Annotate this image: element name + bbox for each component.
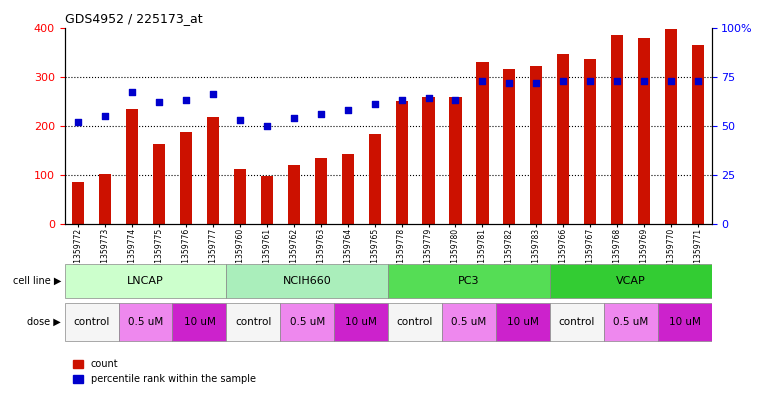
Text: NCIH660: NCIH660: [283, 276, 332, 286]
Point: [126, 89, 139, 95]
Point: [450, 97, 462, 103]
Bar: [207, 117, 219, 224]
Text: 10 uM: 10 uM: [183, 317, 215, 327]
Point: [557, 77, 569, 84]
Bar: [584, 59, 597, 224]
Point: [530, 79, 543, 86]
Point: [476, 77, 489, 84]
Bar: [396, 101, 408, 224]
Bar: [227, 264, 388, 298]
Bar: [126, 108, 139, 224]
Bar: [234, 169, 246, 224]
Bar: [476, 62, 489, 224]
Text: control: control: [235, 317, 272, 327]
Point: [503, 79, 515, 86]
Text: 0.5 uM: 0.5 uM: [451, 317, 486, 327]
Bar: [450, 97, 462, 224]
Text: 0.5 uM: 0.5 uM: [128, 317, 163, 327]
Bar: [314, 158, 326, 224]
Bar: [72, 182, 84, 224]
Text: 10 uM: 10 uM: [669, 317, 701, 327]
Bar: [342, 154, 354, 224]
Point: [153, 99, 165, 105]
Text: 0.5 uM: 0.5 uM: [290, 317, 325, 327]
Text: 10 uM: 10 uM: [345, 317, 377, 327]
Bar: [550, 303, 603, 341]
Text: 10 uM: 10 uM: [507, 317, 539, 327]
Point: [396, 97, 408, 103]
Text: control: control: [397, 317, 433, 327]
Text: control: control: [74, 317, 110, 327]
Bar: [227, 303, 280, 341]
Bar: [261, 176, 273, 224]
Point: [665, 77, 677, 84]
Text: PC3: PC3: [458, 276, 479, 286]
Bar: [334, 303, 388, 341]
Bar: [530, 66, 543, 224]
Point: [99, 113, 111, 119]
Bar: [442, 303, 496, 341]
Bar: [65, 303, 119, 341]
Bar: [503, 69, 515, 224]
Bar: [557, 53, 569, 224]
Text: VCAP: VCAP: [616, 276, 645, 286]
Bar: [496, 303, 550, 341]
Point: [207, 91, 219, 97]
Point: [261, 123, 273, 129]
Text: GDS4952 / 225173_at: GDS4952 / 225173_at: [65, 12, 202, 25]
Bar: [550, 264, 712, 298]
Bar: [99, 174, 111, 224]
Point: [638, 77, 650, 84]
Point: [584, 77, 597, 84]
Bar: [173, 303, 227, 341]
Bar: [280, 303, 334, 341]
Point: [180, 97, 192, 103]
Point: [611, 77, 623, 84]
Bar: [119, 303, 173, 341]
Bar: [611, 35, 623, 224]
Bar: [422, 97, 435, 224]
Bar: [658, 303, 712, 341]
Point: [288, 115, 300, 121]
Text: control: control: [559, 317, 595, 327]
Point: [314, 111, 326, 117]
Bar: [388, 264, 550, 298]
Legend: count, percentile rank within the sample: count, percentile rank within the sample: [69, 356, 260, 388]
Text: LNCAP: LNCAP: [127, 276, 164, 286]
Point: [234, 117, 246, 123]
Bar: [638, 39, 650, 224]
Bar: [692, 45, 704, 224]
Point: [368, 101, 380, 107]
Bar: [603, 303, 658, 341]
Point: [72, 119, 84, 125]
Text: dose ▶: dose ▶: [27, 317, 61, 327]
Bar: [65, 264, 227, 298]
Text: 0.5 uM: 0.5 uM: [613, 317, 648, 327]
Bar: [180, 132, 192, 224]
Point: [342, 107, 354, 113]
Bar: [665, 29, 677, 224]
Text: cell line ▶: cell line ▶: [12, 276, 61, 286]
Bar: [368, 134, 380, 224]
Point: [692, 77, 704, 84]
Point: [422, 95, 435, 101]
Bar: [388, 303, 442, 341]
Bar: [153, 144, 165, 224]
Bar: [288, 165, 300, 224]
